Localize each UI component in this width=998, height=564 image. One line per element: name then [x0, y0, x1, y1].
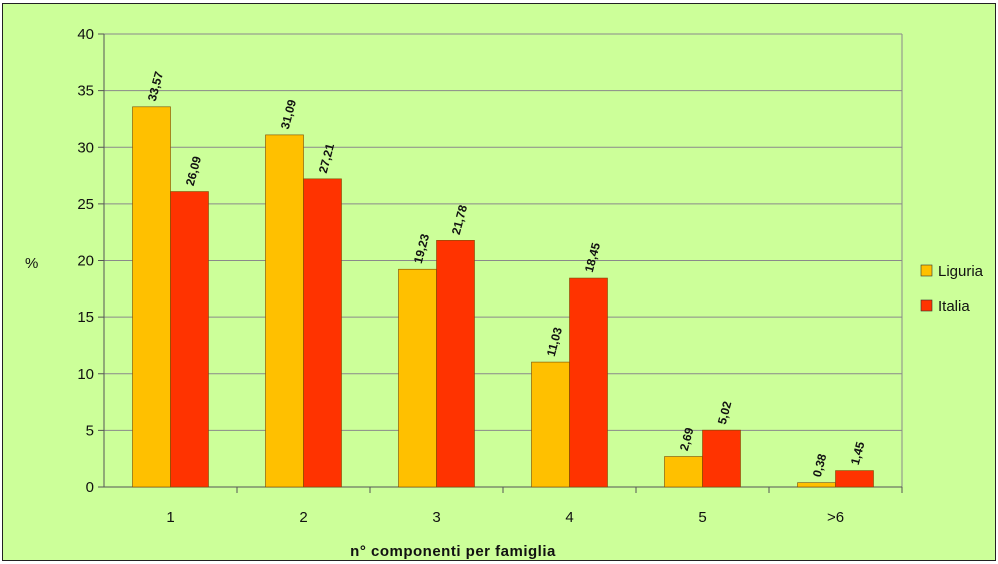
- bar-liguria-3: [398, 268, 437, 488]
- y-tick-label: 0: [86, 479, 94, 496]
- data-label: 21,78: [449, 203, 470, 236]
- legend-label-liguria: Liguria: [938, 263, 984, 280]
- data-label: 31,09: [278, 98, 299, 131]
- data-label: 1,45: [848, 440, 868, 466]
- y-tick-label: 40: [77, 26, 94, 43]
- chart-frame: 0 5 10 15 20 25 30 35 40 1 2 3 4 5 >6 33,57 26,09 31,09…: [2, 3, 996, 561]
- legend-label-italia: Italia: [938, 298, 970, 315]
- y-axis-title: %: [25, 255, 38, 272]
- y-tick-label: 35: [77, 83, 94, 100]
- x-tick-label: 4: [565, 509, 573, 526]
- x-tick-label: 1: [166, 509, 174, 526]
- grid-lines: [98, 33, 903, 488]
- y-tick-label: 30: [77, 139, 94, 156]
- bar-liguria-1: [132, 106, 171, 488]
- bar-italia-1: [170, 191, 209, 488]
- data-label: 11,03: [544, 326, 565, 358]
- legend-swatch-italia: [920, 299, 933, 312]
- data-label: 33,57: [145, 70, 166, 103]
- bars: [132, 106, 874, 488]
- data-label: 5,02: [715, 399, 735, 425]
- bar-italia-2: [303, 178, 342, 488]
- bar-italia-5: [702, 429, 741, 488]
- y-tick-labels: 0 5 10 15 20 25 30 35 40: [77, 26, 94, 496]
- data-label: 18,45: [582, 241, 603, 274]
- x-tick-label: 2: [299, 509, 307, 526]
- bar-italia-3: [436, 240, 475, 488]
- bar-chart: 0 5 10 15 20 25 30 35 40 1 2 3 4 5 >6 33,57 26,09 31,09…: [25, 26, 984, 560]
- data-label: 27,21: [316, 142, 337, 175]
- y-tick-label: 10: [77, 366, 94, 383]
- y-tick-label: 20: [77, 253, 94, 270]
- bar-liguria-5: [664, 456, 703, 488]
- data-label: 2,69: [677, 426, 697, 452]
- data-labels: 33,5726,0931,0927,2119,2321,7811,0318,45…: [145, 70, 868, 479]
- x-tick-labels: 1 2 3 4 5 >6: [166, 487, 903, 526]
- x-tick-label: 3: [432, 509, 440, 526]
- y-tick-label: 5: [86, 422, 94, 439]
- legend: Liguria Italia: [920, 263, 984, 315]
- data-label: 26,09: [183, 154, 204, 187]
- legend-swatch-liguria: [920, 264, 933, 277]
- data-label: 0,38: [810, 452, 830, 478]
- bar-liguria-4: [531, 361, 570, 488]
- x-axis-title: n° componenti per famiglia: [350, 543, 556, 560]
- y-tick-label: 15: [77, 309, 94, 326]
- bar-liguria-6: [797, 482, 836, 488]
- y-tick-label: 25: [77, 196, 94, 213]
- bar-italia-4: [569, 277, 608, 488]
- bar-italia-6: [835, 470, 874, 488]
- x-tick-label: 5: [698, 509, 706, 526]
- bar-liguria-2: [265, 134, 304, 488]
- x-tick-label: >6: [827, 509, 844, 526]
